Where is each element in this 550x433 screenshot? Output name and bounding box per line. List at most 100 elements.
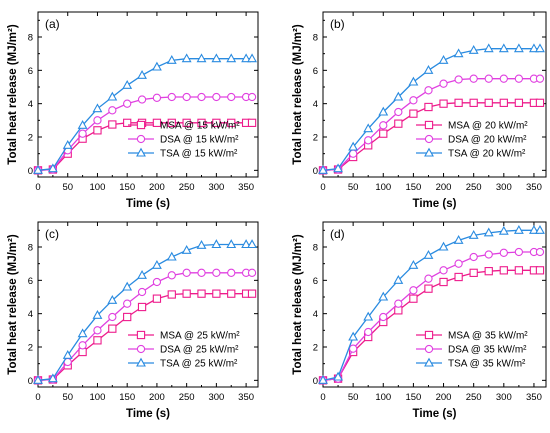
data-point bbox=[77, 328, 88, 338]
data-point bbox=[137, 270, 147, 279]
data-point bbox=[197, 118, 206, 127]
legend-label: MSA @ 15 kW/m² bbox=[160, 121, 240, 132]
data-point bbox=[333, 371, 344, 381]
legend-entry: TSA @ 20 kW/m² bbox=[416, 147, 526, 160]
data-point bbox=[227, 118, 236, 127]
data-point bbox=[227, 289, 236, 298]
data-point bbox=[438, 55, 449, 64]
plot-frame bbox=[37, 221, 259, 388]
y-axis-title: Total heat release (MJ/m²) bbox=[292, 234, 304, 375]
legend-label: TSA @ 20 kW/m² bbox=[448, 149, 526, 160]
panel-label: (a) bbox=[45, 17, 60, 31]
x-tick-label: 0 bbox=[35, 182, 40, 193]
data-point bbox=[166, 251, 177, 261]
data-point bbox=[318, 165, 328, 174]
legend-marker bbox=[136, 120, 146, 130]
data-point bbox=[108, 120, 117, 129]
data-point bbox=[197, 268, 206, 277]
x-axis-title: Time (s) bbox=[413, 198, 457, 210]
chart-panel-4: 0 50 100 150 200 250 300 350 0 2 4 6 8 Time (s) Total … bbox=[292, 221, 547, 420]
data-point bbox=[152, 118, 162, 127]
panel-label: (d) bbox=[330, 227, 345, 241]
data-point bbox=[424, 274, 433, 283]
data-point bbox=[393, 275, 404, 284]
y-tick-label: 0 bbox=[28, 166, 33, 177]
data-point bbox=[212, 92, 221, 102]
data-point bbox=[182, 289, 191, 298]
x-tick-label: 100 bbox=[90, 182, 106, 193]
data-point bbox=[409, 294, 418, 303]
x-tick-label: 350 bbox=[238, 392, 254, 403]
legend-label: DSA @ 35 kW/m² bbox=[448, 345, 527, 356]
x-tick-label: 300 bbox=[208, 182, 224, 193]
data-point bbox=[247, 268, 257, 277]
data-point bbox=[469, 268, 478, 277]
data-point bbox=[498, 43, 509, 53]
x-tick-label: 200 bbox=[149, 392, 165, 403]
series-triangle bbox=[33, 239, 257, 384]
data-point bbox=[438, 241, 449, 251]
data-point bbox=[47, 163, 58, 173]
data-point bbox=[122, 80, 133, 89]
data-point bbox=[212, 268, 221, 277]
data-point bbox=[514, 98, 524, 107]
data-point bbox=[424, 102, 433, 112]
legend-marker bbox=[136, 147, 146, 157]
data-point bbox=[151, 61, 162, 71]
data-point bbox=[227, 92, 236, 102]
data-point bbox=[453, 48, 464, 58]
legend-label: TSA @ 25 kW/m² bbox=[160, 359, 238, 370]
data-point bbox=[92, 310, 103, 319]
data-point bbox=[468, 45, 479, 54]
data-point bbox=[108, 106, 117, 115]
data-point bbox=[62, 140, 73, 149]
series-line bbox=[37, 272, 253, 381]
data-point bbox=[122, 281, 133, 291]
data-point bbox=[535, 266, 545, 275]
y-tick-label: 8 bbox=[28, 33, 33, 44]
x-tick-label: 350 bbox=[238, 182, 254, 193]
x-tick-label: 350 bbox=[526, 392, 542, 403]
data-point bbox=[453, 235, 464, 244]
data-point bbox=[454, 75, 463, 84]
data-point bbox=[107, 91, 118, 101]
data-point bbox=[152, 277, 162, 287]
plot-frame bbox=[322, 221, 547, 388]
data-point bbox=[247, 289, 257, 298]
legend-marker bbox=[424, 147, 434, 157]
data-point bbox=[137, 287, 147, 297]
y-tick-label: 0 bbox=[28, 376, 33, 387]
series-line bbox=[322, 269, 540, 381]
legend-entry: TSA @ 25 kW/m² bbox=[128, 357, 238, 370]
data-point bbox=[424, 86, 433, 95]
data-point bbox=[196, 53, 207, 63]
x-tick-label: 150 bbox=[405, 392, 421, 403]
y-tick-label: 2 bbox=[313, 133, 318, 144]
legend-marker bbox=[424, 330, 434, 340]
data-point bbox=[181, 245, 192, 254]
data-point bbox=[499, 248, 508, 257]
x-tick-label: 0 bbox=[320, 182, 325, 193]
data-point bbox=[363, 311, 374, 321]
data-point bbox=[514, 266, 524, 275]
y-axis-title: Total heat release (MJ/m²) bbox=[292, 24, 304, 165]
legend-marker bbox=[136, 330, 146, 340]
x-tick-label: 200 bbox=[436, 392, 452, 403]
legend-label: MSA @ 35 kW/m² bbox=[448, 331, 528, 342]
data-point bbox=[535, 43, 545, 53]
legend-marker bbox=[424, 344, 434, 354]
legend-label: TSA @ 35 kW/m² bbox=[448, 359, 526, 370]
data-point bbox=[241, 53, 252, 63]
data-point bbox=[182, 118, 191, 127]
legend-marker bbox=[424, 134, 434, 144]
data-point bbox=[514, 74, 524, 83]
data-point bbox=[439, 99, 448, 108]
data-point bbox=[318, 375, 328, 384]
legend-label: DSA @ 25 kW/m² bbox=[160, 345, 239, 356]
data-point bbox=[484, 98, 493, 107]
x-tick-label: 100 bbox=[375, 392, 391, 403]
data-point bbox=[529, 43, 539, 53]
plot-frame bbox=[322, 11, 547, 178]
chart-panel-3: 0 50 100 150 200 250 300 350 0 2 4 6 8 Time (s) Total … bbox=[7, 221, 259, 420]
data-point bbox=[241, 239, 252, 249]
